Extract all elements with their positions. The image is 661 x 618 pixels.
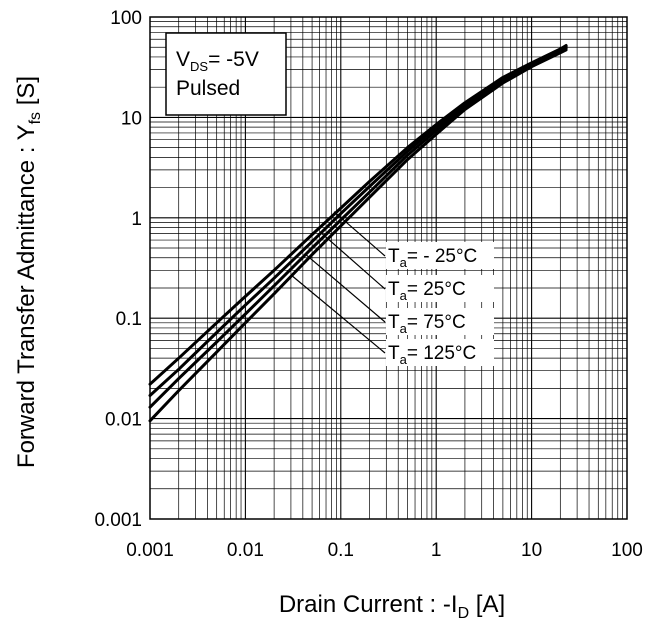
legend-label-bg xyxy=(386,339,494,366)
tick-labels: 0.001 0.01 0.1 1 10 100 100 10 1 0.1 0.01 0.001 xyxy=(94,8,642,561)
note-box xyxy=(165,32,287,116)
note-line-1: VDS= -5V xyxy=(176,48,259,74)
note-line-2: Pulsed xyxy=(176,77,240,100)
y-tick-label: 0.001 xyxy=(94,510,142,531)
plot-frame xyxy=(149,16,628,520)
x-tick-label: 10 xyxy=(521,540,542,561)
y-tick-label: 1 xyxy=(131,209,142,230)
legend-label: Ta= - 25°C xyxy=(388,246,477,270)
x-tick-label: 1 xyxy=(431,540,442,561)
y-tick-label: 10 xyxy=(121,108,142,129)
legend-label: Ta= 125°C xyxy=(388,343,476,367)
legend-label: Ta= 75°C xyxy=(388,312,466,336)
y-tick-label: 0.1 xyxy=(116,309,142,330)
x-tick-label: 0.01 xyxy=(227,540,264,561)
x-tick-label: 0.1 xyxy=(328,540,354,561)
legend-leader-line xyxy=(305,254,386,323)
condition-note: VDS= -5V Pulsed xyxy=(165,32,287,116)
series-line-4 xyxy=(148,48,568,423)
series-layer xyxy=(148,44,568,423)
legend-label: Ta= 25°C xyxy=(388,279,466,303)
x-tick-label: 100 xyxy=(611,540,643,561)
legend-leader-line xyxy=(333,211,386,257)
x-tick-label: 0.001 xyxy=(126,540,174,561)
legend-leader-line xyxy=(290,274,386,354)
x-axis-title: Drain Current : -ID [A] xyxy=(279,591,505,618)
y-axis-title: Forward Transfer Admittance : Yfs [S] xyxy=(13,76,44,468)
legend: Ta= - 25°C Ta= 25°C Ta= 75°C Ta= 125°C xyxy=(290,211,494,367)
y-tick-label: 100 xyxy=(110,8,142,29)
legend-label-bg xyxy=(386,242,494,269)
y-tick-label: 0.01 xyxy=(105,410,142,431)
legend-leader-line xyxy=(319,231,386,290)
legend-label-bg xyxy=(386,275,494,302)
legend-label-bg xyxy=(386,308,494,335)
